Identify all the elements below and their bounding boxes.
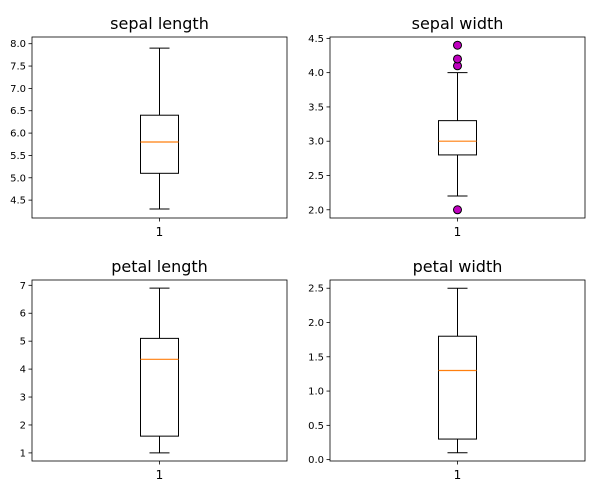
y-tick-label: 2.0 — [308, 318, 324, 329]
y-tick-label: 7 — [20, 281, 26, 292]
y-tick-label: 3 — [20, 393, 26, 404]
y-tick-label: 6.0 — [10, 129, 26, 140]
y-tick-label: 1 — [20, 448, 26, 459]
y-tick-label: 2.5 — [308, 171, 324, 182]
subplot-3: petal length 1 2 3 4 5 6 7 1 — [20, 257, 288, 482]
y-tick-label: 7.5 — [10, 62, 26, 73]
subplot-title: sepal length — [110, 14, 209, 33]
y-tick-label: 5.5 — [10, 151, 26, 162]
y-tick-label: 6 — [20, 309, 26, 320]
x-tick-label: 1 — [454, 225, 462, 239]
subplot-title: petal width — [413, 257, 503, 276]
subplot-title: sepal width — [412, 14, 504, 33]
y-tick-label: 6.5 — [10, 106, 26, 117]
y-tick-label: 3.0 — [308, 137, 324, 148]
x-tick-label: 1 — [156, 468, 164, 482]
y-tick-label: 2 — [20, 420, 26, 431]
outlier-point — [453, 54, 462, 64]
x-tick-label: 1 — [454, 468, 462, 482]
y-tick-label: 4 — [20, 365, 26, 376]
y-tick-label: 4.5 — [308, 34, 324, 45]
iqr-box — [140, 114, 179, 174]
y-tick-label: 0.0 — [308, 455, 324, 466]
y-tick-label: 5 — [20, 337, 26, 348]
iqr-box — [140, 337, 179, 437]
y-tick-label: 5.0 — [10, 173, 26, 184]
y-tick-label: 7.0 — [10, 84, 26, 95]
y-tick-label: 8.0 — [10, 39, 26, 50]
y-tick-label: 1.5 — [308, 352, 324, 363]
iqr-box — [438, 120, 477, 156]
subplot-2: sepal width 2.0 2.5 3.0 3.5 4.0 4.5 1 — [308, 14, 586, 239]
y-tick-label: 4.0 — [308, 68, 324, 79]
y-tick-label: 1.0 — [308, 387, 324, 398]
y-tick-label: 2.0 — [308, 205, 324, 216]
y-tick-label: 3.5 — [308, 102, 324, 113]
subplot-4: petal width 0.0 0.5 1.0 1.5 2.0 2.5 1 — [308, 257, 586, 482]
outlier-point — [453, 205, 462, 215]
subplot-1: sepal length 4.5 5.0 5.5 6.0 6.5 7.0 7.5 8.0 1 — [10, 14, 288, 239]
iqr-box — [438, 335, 477, 440]
x-tick-label: 1 — [156, 225, 164, 239]
outlier-point — [453, 40, 462, 50]
subplot-title: petal length — [111, 257, 208, 276]
y-tick-label: 0.5 — [308, 421, 324, 432]
y-tick-label: 4.5 — [10, 196, 26, 207]
y-tick-label: 2.5 — [308, 284, 324, 295]
